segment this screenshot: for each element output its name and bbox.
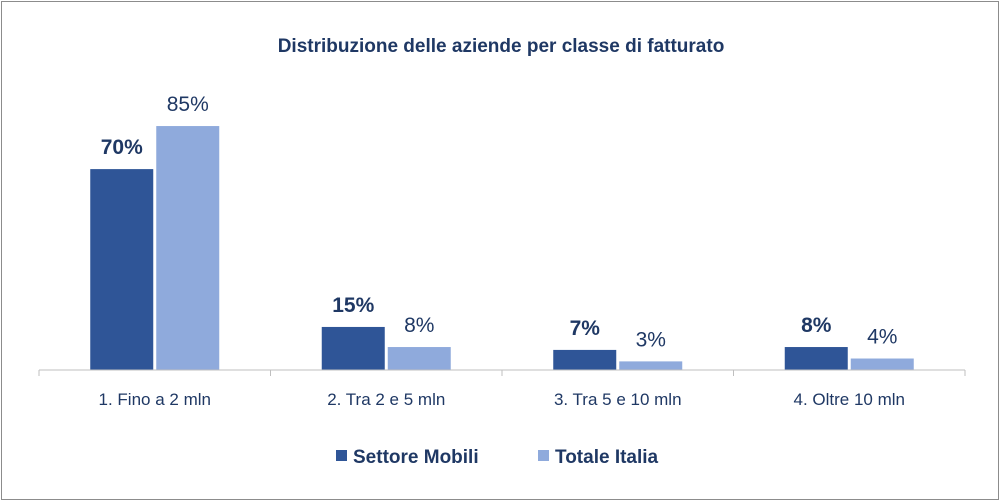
data-label-totale-italia-3: 3%: [636, 328, 666, 351]
data-label-settore-mobili-1: 70%: [101, 136, 143, 159]
data-label-totale-italia-2: 8%: [404, 314, 434, 337]
chart-title: Distribuzione delle aziende per classe d…: [278, 36, 725, 57]
data-label-settore-mobili-2: 15%: [332, 294, 374, 317]
bars-layer: [90, 126, 914, 370]
bar-totale-italia-4: [850, 358, 914, 370]
legend: Settore Mobili Totale Italia: [336, 447, 659, 468]
x-axis-tick-labels: 1. Fino a 2 mln 2. Tra 2 e 5 mln 3. Tra 5 …: [99, 390, 905, 409]
data-label-totale-italia-4: 4%: [867, 326, 897, 349]
bar-settore-mobili-1: [90, 169, 154, 370]
bar-settore-mobili-2: [321, 326, 385, 370]
bar-settore-mobili-4: [784, 347, 848, 370]
x-tick-label-1: 1. Fino a 2 mln: [99, 390, 211, 409]
bar-totale-italia-2: [387, 347, 451, 370]
legend-swatch-totale-italia: [538, 450, 549, 461]
bar-totale-italia-1: [156, 126, 220, 370]
legend-label-settore-mobili: Settore Mobili: [353, 447, 479, 468]
data-labels-layer: 70% 85% 15% 8% 7% 3% 8% 4%: [101, 93, 898, 351]
data-label-settore-mobili-4: 8%: [801, 314, 832, 337]
legend-swatch-settore-mobili: [336, 450, 347, 461]
data-label-settore-mobili-3: 7%: [570, 317, 601, 340]
data-label-totale-italia-1: 85%: [167, 93, 209, 116]
bar-totale-italia-3: [619, 361, 683, 370]
bar-settore-mobili-3: [553, 349, 617, 370]
x-tick-label-2: 2. Tra 2 e 5 mln: [327, 390, 445, 409]
x-tick-label-3: 3. Tra 5 e 10 mln: [554, 390, 682, 409]
legend-label-totale-italia: Totale Italia: [555, 447, 659, 468]
x-axis-ticks: [38, 370, 966, 376]
x-tick-label-4: 4. Oltre 10 mln: [794, 390, 906, 409]
